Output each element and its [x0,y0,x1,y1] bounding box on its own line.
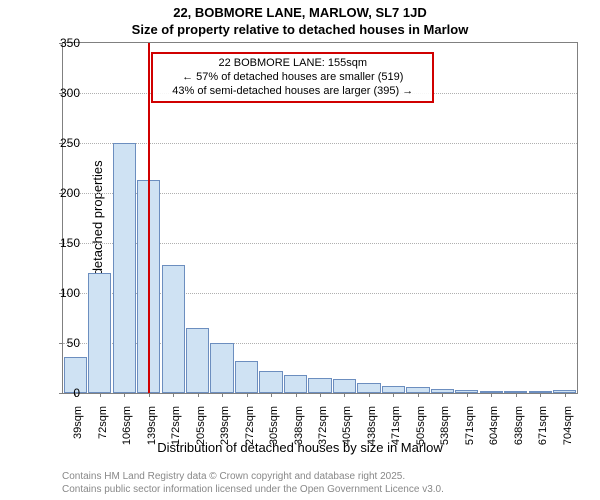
histogram-bar [308,378,331,393]
x-tick-label: 338sqm [293,406,305,450]
x-tick-mark [222,393,223,397]
x-tick-mark [467,393,468,397]
x-tick-label: 239sqm [219,406,231,450]
histogram-bar [235,361,258,393]
x-tick-mark [198,393,199,397]
histogram-bar [357,383,380,393]
x-tick-mark [393,393,394,397]
annotation-box: 22 BOBMORE LANE: 155sqm← 57% of detached… [151,52,434,103]
histogram-bar [88,273,111,393]
x-tick-label: 372sqm [317,406,329,450]
x-tick-label: 704sqm [562,406,574,450]
x-tick-mark [516,393,517,397]
annotation-line: ← 57% of detached houses are smaller (51… [157,70,428,84]
chart-title-sub: Size of property relative to detached ho… [0,22,600,37]
x-tick-label: 106sqm [121,406,133,450]
histogram-bar [333,379,356,393]
x-tick-mark [149,393,150,397]
x-tick-mark [100,393,101,397]
x-tick-mark [442,393,443,397]
x-tick-label: 172sqm [170,406,182,450]
x-tick-label: 72sqm [97,406,109,450]
chart-container: 22, BOBMORE LANE, MARLOW, SL7 1JD Size o… [0,0,600,500]
plot-area: 22 BOBMORE LANE: 155sqm← 57% of detached… [62,42,578,394]
y-tick-label: 300 [50,86,80,100]
x-tick-label: 471sqm [390,406,402,450]
annotation-line: 43% of semi-detached houses are larger (… [157,84,428,98]
x-tick-label: 305sqm [268,406,280,450]
x-tick-mark [247,393,248,397]
x-tick-label: 272sqm [244,406,256,450]
x-tick-label: 505sqm [415,406,427,450]
footer-line-2: Contains public sector information licen… [62,484,444,497]
histogram-bar [382,386,405,393]
footer-attribution: Contains HM Land Registry data © Crown c… [62,471,444,496]
x-tick-mark [296,393,297,397]
x-tick-label: 604sqm [488,406,500,450]
x-tick-mark [173,393,174,397]
histogram-bar [113,143,136,393]
x-tick-mark [124,393,125,397]
histogram-bar [259,371,282,393]
y-tick-label: 0 [50,386,80,400]
y-tick-label: 350 [50,36,80,50]
x-tick-label: 139sqm [146,406,158,450]
annotation-line: 22 BOBMORE LANE: 155sqm [157,56,428,70]
x-tick-mark [271,393,272,397]
y-tick-label: 200 [50,186,80,200]
footer-line-1: Contains HM Land Registry data © Crown c… [62,471,444,484]
x-tick-label: 671sqm [537,406,549,450]
x-tick-label: 39sqm [72,406,84,450]
gridline [63,143,577,144]
x-tick-label: 638sqm [513,406,525,450]
x-tick-label: 405sqm [341,406,353,450]
x-tick-mark [491,393,492,397]
histogram-bar [162,265,185,393]
y-tick-label: 50 [50,336,80,350]
x-tick-mark [320,393,321,397]
histogram-bar [186,328,209,393]
y-tick-label: 100 [50,286,80,300]
chart-title-address: 22, BOBMORE LANE, MARLOW, SL7 1JD [0,5,600,20]
x-tick-mark [344,393,345,397]
x-tick-mark [540,393,541,397]
x-tick-mark [418,393,419,397]
x-tick-label: 538sqm [439,406,451,450]
histogram-bar [210,343,233,393]
x-tick-mark [369,393,370,397]
y-tick-label: 250 [50,136,80,150]
x-tick-mark [565,393,566,397]
y-tick-label: 150 [50,236,80,250]
x-tick-label: 438sqm [366,406,378,450]
reference-line [148,43,150,393]
x-tick-label: 571sqm [464,406,476,450]
histogram-bar [284,375,307,393]
x-tick-label: 205sqm [195,406,207,450]
